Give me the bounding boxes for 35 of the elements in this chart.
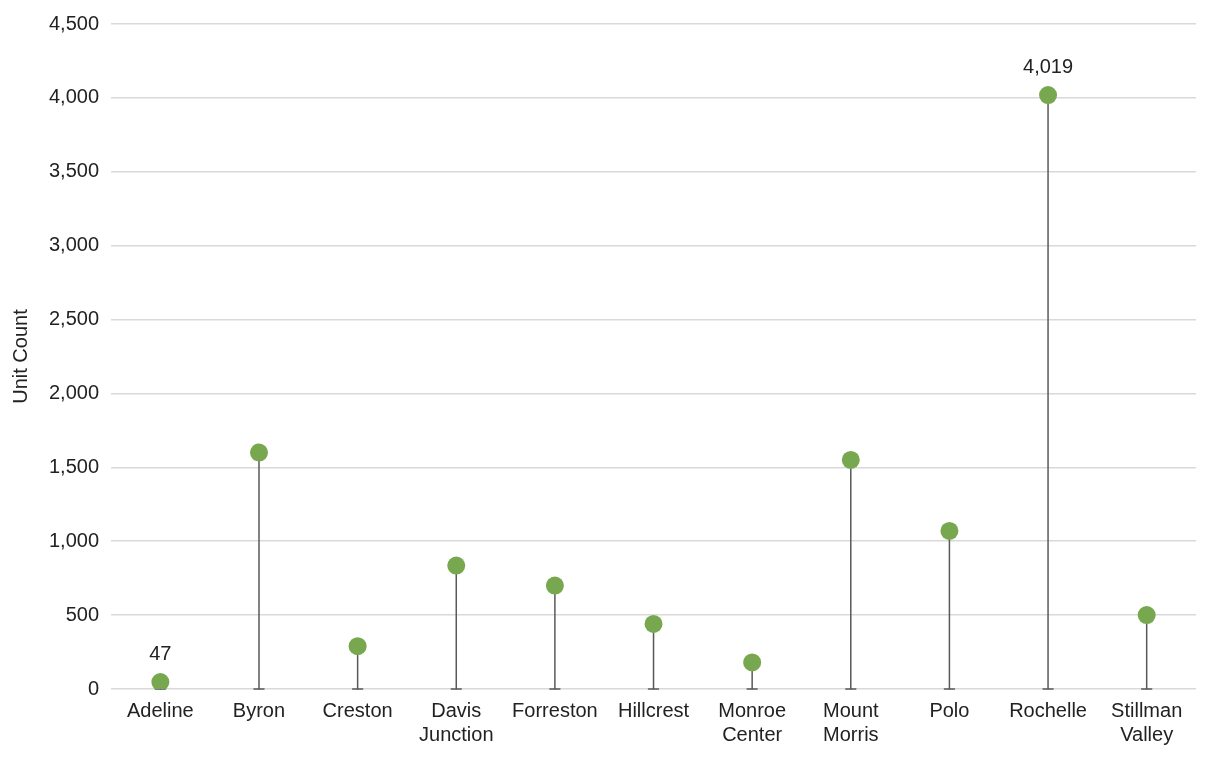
x-tick-label: Rochelle — [1009, 698, 1087, 721]
y-tick-label: 2,500 — [48, 307, 100, 330]
data-label: 4,019 — [1023, 54, 1074, 77]
x-tick-label: Mount Morris — [822, 698, 880, 745]
y-tick-label: 3,000 — [48, 233, 100, 256]
x-tick-label: Monroe Center — [718, 698, 787, 745]
point — [644, 614, 663, 633]
point — [545, 576, 564, 595]
x-tick-label: Polo — [929, 698, 970, 721]
x-tick-label: Byron — [232, 698, 286, 721]
point — [1039, 86, 1058, 105]
x-tick-label: Adeline — [127, 698, 194, 721]
point — [348, 637, 367, 656]
x-tick-label: Hillcrest — [617, 698, 690, 721]
x-tick-label: Creston — [322, 698, 393, 721]
point — [1137, 606, 1156, 625]
y-tick-label: 500 — [65, 602, 100, 625]
y-tick-label: 0 — [87, 676, 100, 699]
x-tick-label: Davis Junction — [419, 698, 494, 745]
y-tick-label: 1,000 — [48, 528, 100, 551]
y-tick-label: 4,000 — [48, 85, 100, 108]
point — [151, 673, 170, 689]
point — [447, 556, 466, 575]
point — [841, 450, 860, 469]
y-tick-label: 2,000 — [48, 380, 100, 403]
point — [743, 653, 762, 672]
x-tick-label: Forreston — [512, 698, 598, 721]
point — [940, 521, 959, 540]
point — [250, 443, 268, 462]
y-tick-label: 4,500 — [48, 11, 100, 34]
y-tick-label: 1,500 — [48, 454, 100, 477]
y-axis-title: Unit Count — [8, 308, 31, 404]
data-label: 47 — [149, 641, 172, 664]
y-tick-label: 3,500 — [48, 159, 100, 182]
x-tick-label: Stillman Valley — [1111, 698, 1183, 745]
